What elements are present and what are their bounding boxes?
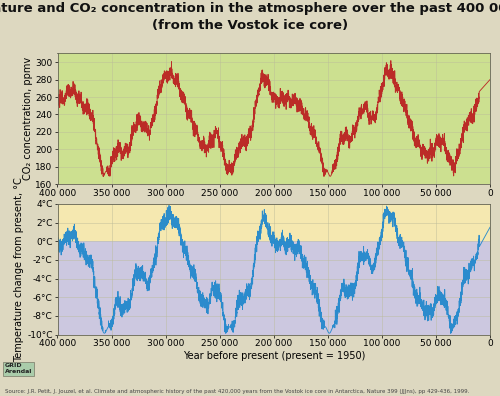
- Y-axis label: Temperature change from present, °C: Temperature change from present, °C: [14, 177, 24, 362]
- Bar: [58, 241, 490, 335]
- X-axis label: Year before present (present = 1950): Year before present (present = 1950): [182, 351, 365, 361]
- Text: Source: J.R. Petit, J. Jouzel, et al. Climate and atmospheric history of the pas: Source: J.R. Petit, J. Jouzel, et al. Cl…: [5, 389, 469, 394]
- Text: GRID
Arendal: GRID Arendal: [5, 364, 32, 374]
- Text: Temperature and CO₂ concentration in the atmosphere over the past 400 000 years
: Temperature and CO₂ concentration in the…: [0, 2, 500, 32]
- Y-axis label: CO₂ concentration, ppmv: CO₂ concentration, ppmv: [22, 57, 32, 180]
- Bar: [58, 204, 490, 241]
